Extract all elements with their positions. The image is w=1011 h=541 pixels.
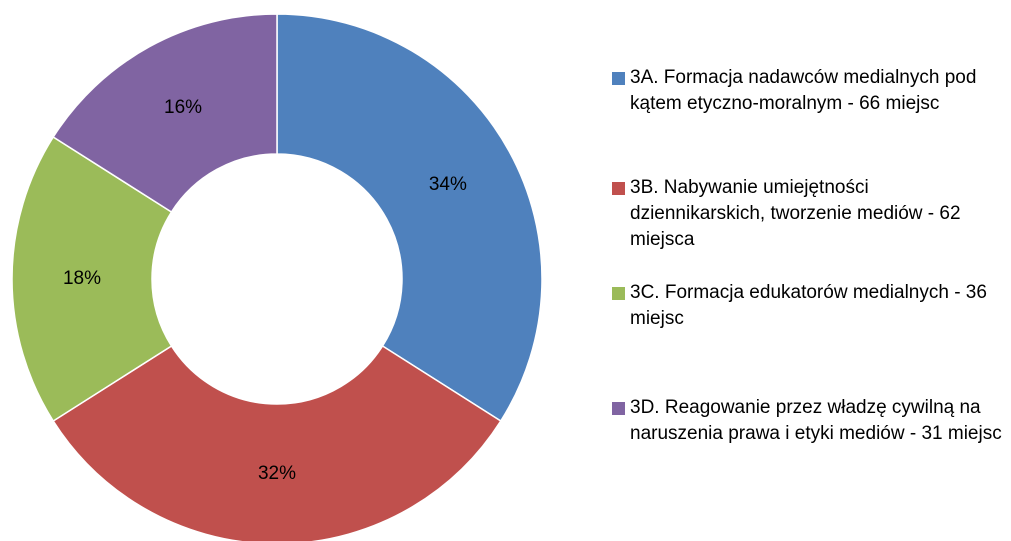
data-label: 32% — [258, 463, 296, 484]
legend-swatch — [612, 182, 625, 195]
donut-slice — [52, 344, 502, 541]
legend-item: 3A. Formacja nadawców medialnych pod kąt… — [612, 65, 1007, 117]
legend-swatch — [612, 287, 625, 300]
legend-swatch — [612, 402, 625, 415]
legend-item: 3B. Nabywanie umiejętności dziennikarski… — [612, 175, 1007, 253]
donut-slice — [52, 13, 278, 214]
legend-label: 3D. Reagowanie przez władzę cywilną na n… — [630, 397, 1002, 444]
legend-label: 3A. Formacja nadawców medialnych pod kąt… — [630, 67, 977, 114]
legend-label: 3B. Nabywanie umiejętności dziennikarski… — [630, 177, 961, 250]
donut-plot: 34% 32% 18% 16% — [11, 13, 543, 541]
donut-slice — [276, 13, 543, 423]
legend-item: 3D. Reagowanie przez władzę cywilną na n… — [612, 395, 1007, 447]
legend-label: 3C. Formacja edukatorów medialnych - 36 … — [630, 282, 987, 329]
legend-item: 3C. Formacja edukatorów medialnych - 36 … — [612, 280, 1007, 332]
data-label: 34% — [429, 174, 467, 195]
legend-swatch — [612, 72, 625, 85]
donut-slice — [11, 135, 173, 423]
data-label: 16% — [164, 97, 202, 118]
data-label: 18% — [63, 268, 101, 289]
